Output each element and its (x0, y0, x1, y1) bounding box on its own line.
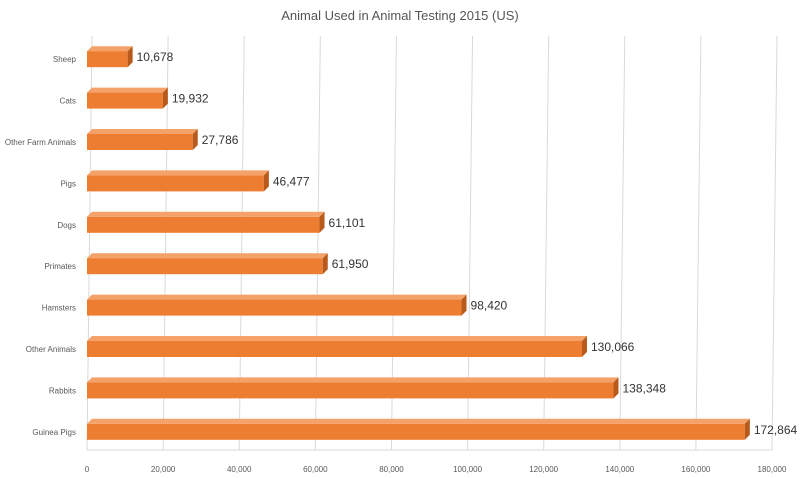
bar-front-face (87, 92, 163, 109)
bars (87, 46, 750, 440)
data-label: 61,950 (332, 257, 369, 271)
data-label: 61,101 (329, 216, 366, 230)
bar-top-face (87, 46, 133, 52)
category-label: Primates (44, 262, 76, 271)
bar-other-farm-animals (87, 129, 198, 150)
category-label: Other Animals (26, 345, 76, 354)
category-label: Sheep (53, 55, 77, 64)
data-label: 130,066 (591, 340, 635, 354)
bar-pigs (87, 170, 269, 192)
bar-side-face (127, 46, 133, 68)
x-tick-label: 80,000 (379, 465, 404, 474)
category-label: Hamsters (42, 304, 76, 313)
bar-rabbits (87, 377, 619, 399)
bar-side-face (581, 336, 587, 357)
category-label: Dogs (57, 221, 76, 230)
data-label: 19,932 (172, 92, 209, 106)
bar-front-face (87, 423, 745, 440)
bar-front-face (87, 258, 323, 275)
bar-front-face (87, 341, 582, 357)
x-tick-label: 60,000 (303, 465, 328, 474)
bar-primates (87, 253, 328, 275)
bar-front-face (87, 134, 193, 150)
x-tick-label: 100,000 (453, 465, 482, 474)
bar-front-face (87, 216, 320, 233)
bar-sheep (87, 46, 133, 68)
bar-hamsters (87, 294, 467, 316)
bar-side-face (322, 253, 328, 275)
bar-dogs (87, 211, 325, 233)
data-label: 138,348 (622, 381, 666, 395)
x-tick-label: 140,000 (605, 465, 634, 474)
x-tick-label: 0 (85, 465, 90, 474)
bar-front-face (87, 382, 614, 399)
x-tick-label: 180,000 (758, 465, 787, 474)
bar-side-face (192, 129, 198, 150)
bar-front-face (87, 299, 462, 316)
data-label: 172,864 (754, 423, 798, 437)
x-tick-label: 160,000 (681, 465, 710, 474)
category-label: Pigs (60, 179, 76, 188)
bar-side-face (744, 418, 750, 440)
bar-guinea-pigs (87, 418, 750, 440)
bar-top-face (87, 211, 325, 217)
chart-title: Animal Used in Animal Testing 2015 (US) (281, 8, 519, 23)
category-label: Guinea Pigs (32, 428, 76, 437)
bar-other-animals (87, 336, 587, 357)
gridlines (86, 35, 778, 451)
bar-top-face (87, 336, 587, 341)
data-label: 10,678 (137, 50, 174, 64)
bar-front-face (87, 51, 128, 68)
bar-side-face (263, 170, 269, 192)
category-labels: Sheep Cats Other Farm Animals Pigs Dogs Prima… (5, 55, 77, 437)
bar-top-face (87, 253, 328, 259)
bar-side-face (162, 87, 168, 109)
gridline (695, 35, 702, 451)
x-tick-labels: 0 20,000 40,000 60,000 80,000 100,000 120,000 1… (85, 465, 787, 474)
x-tick-label: 40,000 (227, 465, 252, 474)
bar-top-face (87, 377, 619, 383)
data-label: 46,477 (273, 174, 310, 188)
category-label: Rabbits (49, 386, 76, 395)
data-label: 27,786 (202, 133, 239, 147)
bar-top-face (87, 170, 269, 176)
bar-top-face (87, 418, 750, 424)
bar-front-face (87, 175, 264, 192)
bar-cats (87, 87, 168, 109)
x-tick-label: 120,000 (529, 465, 558, 474)
bar-side-face (613, 377, 619, 399)
gridline (619, 35, 626, 451)
data-label: 98,420 (471, 299, 508, 313)
gridline (771, 35, 778, 451)
bar-top-face (87, 87, 168, 93)
bar-top-face (87, 294, 467, 300)
bar-top-face (87, 129, 198, 134)
x-tick-label: 20,000 (151, 465, 176, 474)
bar-side-face (461, 294, 467, 316)
category-label: Cats (60, 97, 76, 106)
category-label: Other Farm Animals (5, 138, 76, 147)
data-labels: 10,678 19,932 27,786 46,477 61,101 61,950 98,4… (137, 50, 798, 437)
bar-side-face (319, 211, 325, 233)
